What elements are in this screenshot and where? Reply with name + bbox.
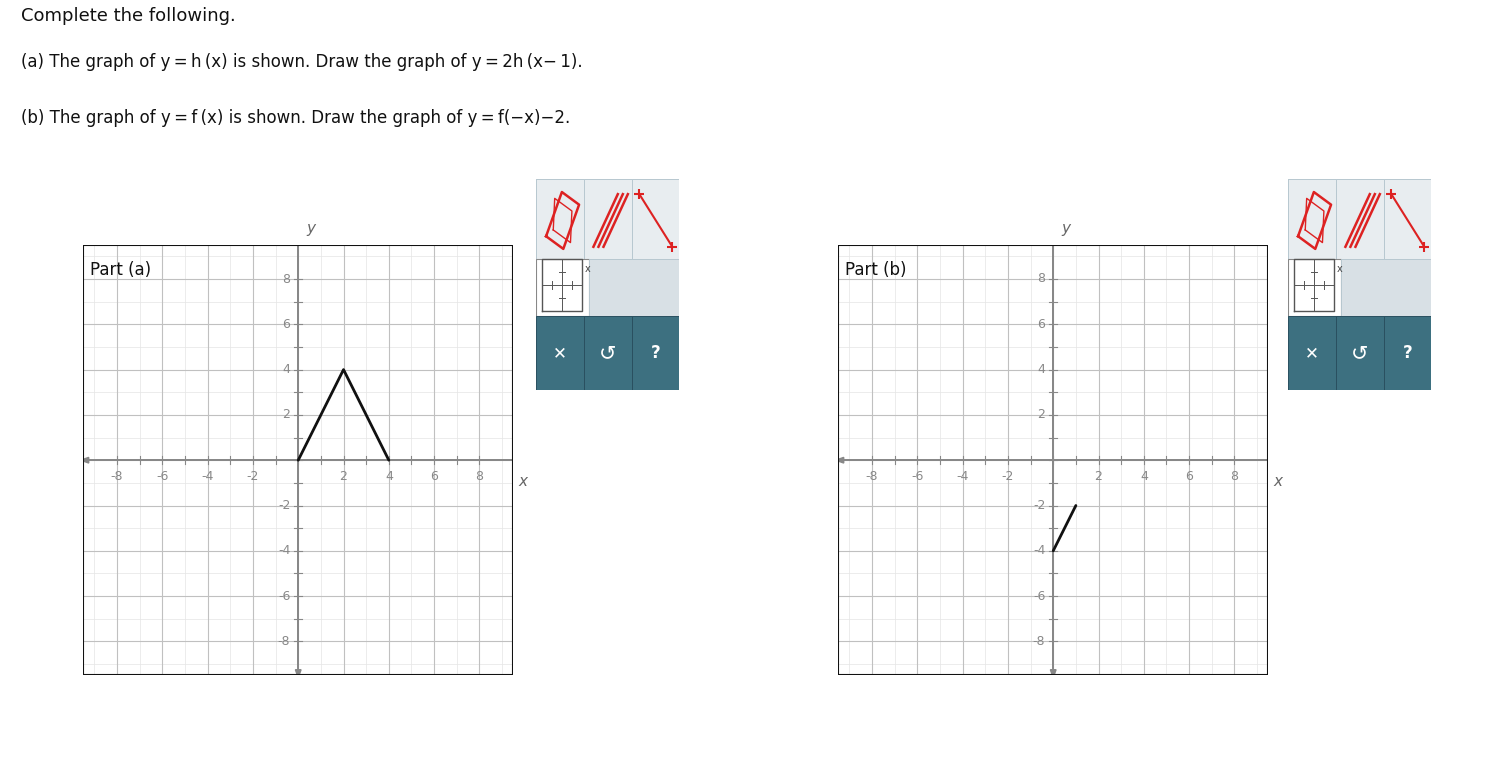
Text: 4: 4	[385, 470, 393, 484]
Bar	[1288, 317, 1336, 390]
Text: x: x	[1336, 264, 1342, 274]
Text: ✕: ✕	[1305, 344, 1318, 362]
Text: -4: -4	[1033, 544, 1045, 557]
Text: -8: -8	[278, 635, 290, 648]
Text: 2: 2	[282, 409, 290, 421]
FancyArrow shape	[296, 238, 300, 678]
Text: 8: 8	[1037, 272, 1045, 285]
Text: 6: 6	[430, 470, 438, 484]
Bar	[1341, 260, 1431, 317]
Text: -6: -6	[156, 470, 169, 484]
Bar	[536, 179, 584, 260]
Text: -4: -4	[201, 470, 214, 484]
Text: ?: ?	[1403, 344, 1412, 362]
Text: y: y	[307, 221, 316, 236]
Bar	[1383, 179, 1431, 260]
Bar	[1336, 179, 1383, 260]
Text: 2: 2	[1095, 470, 1102, 484]
Text: 2: 2	[1037, 409, 1045, 421]
Text: x: x	[1273, 473, 1282, 489]
Text: (b) The graph of y = f (x) is shown. Draw the graph of y = f(−x)−2.: (b) The graph of y = f (x) is shown. Dra…	[21, 108, 571, 126]
Text: ✕: ✕	[553, 344, 566, 362]
Text: 4: 4	[1140, 470, 1148, 484]
Bar	[631, 179, 680, 260]
Text: 6: 6	[1185, 470, 1193, 484]
Text: 4: 4	[1037, 363, 1045, 376]
Bar	[631, 317, 680, 390]
Text: -2: -2	[246, 470, 260, 484]
Bar	[536, 317, 584, 390]
Text: -8: -8	[865, 470, 879, 484]
Text: -4: -4	[956, 470, 969, 484]
FancyArrow shape	[1051, 229, 1055, 668]
Bar	[1288, 260, 1341, 317]
Bar	[589, 260, 680, 317]
Text: ?: ?	[651, 344, 660, 362]
Text: 4: 4	[282, 363, 290, 376]
FancyArrow shape	[91, 457, 528, 463]
Text: -8: -8	[110, 470, 124, 484]
Text: 2: 2	[340, 470, 347, 484]
Text: y: y	[1062, 221, 1071, 236]
Text: -2: -2	[1033, 499, 1045, 512]
Text: -8: -8	[1033, 635, 1045, 648]
Text: -6: -6	[1033, 590, 1045, 603]
Bar	[584, 317, 631, 390]
Text: ↺: ↺	[599, 343, 616, 363]
Text: x: x	[584, 264, 590, 274]
Bar	[1336, 317, 1383, 390]
Text: 6: 6	[1037, 317, 1045, 331]
Bar	[1383, 317, 1431, 390]
Text: Part (a): Part (a)	[91, 261, 151, 279]
Bar	[1288, 179, 1336, 260]
FancyArrow shape	[837, 457, 1276, 463]
Bar	[584, 179, 631, 260]
Text: 8: 8	[282, 272, 290, 285]
Text: 8: 8	[476, 470, 483, 484]
FancyArrow shape	[846, 457, 1284, 463]
FancyArrow shape	[1051, 238, 1055, 678]
Text: -2: -2	[278, 499, 290, 512]
Text: -6: -6	[911, 470, 924, 484]
Text: x: x	[518, 473, 527, 489]
Text: Complete the following.: Complete the following.	[21, 6, 236, 25]
Text: -6: -6	[278, 590, 290, 603]
Text: 6: 6	[282, 317, 290, 331]
Text: -4: -4	[278, 544, 290, 557]
Text: -2: -2	[1001, 470, 1015, 484]
FancyArrow shape	[296, 229, 300, 668]
Text: ↺: ↺	[1351, 343, 1368, 363]
Text: (a) The graph of y = h (x) is shown. Draw the graph of y = 2h (x− 1).: (a) The graph of y = h (x) is shown. Dra…	[21, 53, 583, 71]
Bar	[536, 260, 589, 317]
Text: Part (b): Part (b)	[846, 261, 906, 279]
FancyArrow shape	[82, 457, 519, 463]
Text: 8: 8	[1231, 470, 1238, 484]
